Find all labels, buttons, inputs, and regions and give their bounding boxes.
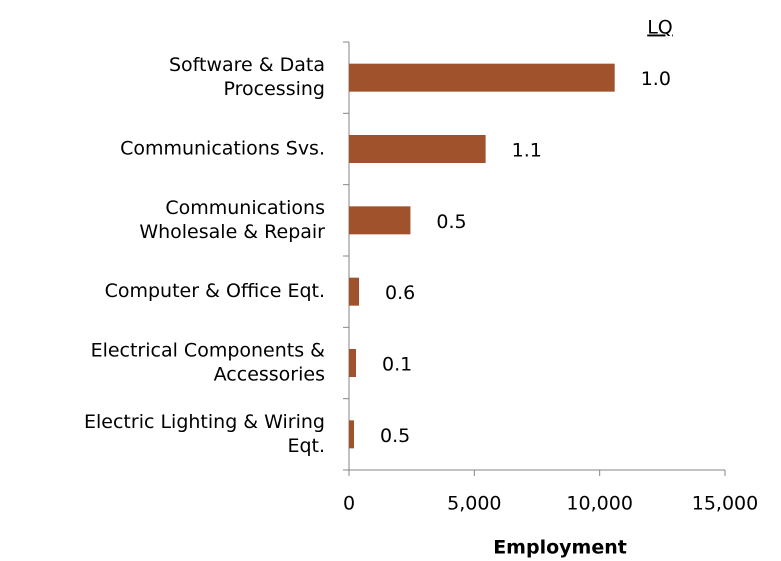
category-label: Wholesale & Repair bbox=[139, 221, 325, 243]
category-label: Communications bbox=[165, 197, 325, 219]
bar bbox=[349, 63, 615, 92]
lq-label: 0.5 bbox=[380, 425, 410, 447]
x-tick-label: 10,000 bbox=[566, 493, 632, 515]
x-tick-label: 15,000 bbox=[692, 493, 758, 515]
lq-label: 0.5 bbox=[436, 211, 466, 233]
x-tick-label: 0 bbox=[343, 493, 355, 515]
category-label: Communications Svs. bbox=[120, 138, 325, 160]
category-label: Computer & Office Eqt. bbox=[105, 280, 325, 302]
lq-label: 0.6 bbox=[385, 282, 415, 304]
bar bbox=[349, 135, 486, 163]
bar bbox=[349, 420, 355, 449]
category-label: Accessories bbox=[214, 364, 325, 386]
lq-title: LQ bbox=[647, 17, 673, 39]
bar bbox=[349, 349, 357, 377]
bar bbox=[349, 206, 411, 235]
x-axis-title: Employment bbox=[493, 537, 627, 559]
category-label: Software & Data bbox=[169, 54, 325, 76]
lq-label: 0.1 bbox=[382, 354, 412, 376]
category-label: Electric Lighting & Wiring bbox=[84, 411, 325, 433]
category-label: Electrical Components & bbox=[91, 340, 326, 362]
lq-label: 1.0 bbox=[641, 68, 671, 90]
category-label: Eqt. bbox=[287, 435, 325, 457]
category-label: Processing bbox=[224, 78, 325, 100]
x-tick-label: 5,000 bbox=[447, 493, 501, 515]
bar bbox=[349, 277, 360, 306]
lq-label: 1.1 bbox=[512, 140, 542, 162]
